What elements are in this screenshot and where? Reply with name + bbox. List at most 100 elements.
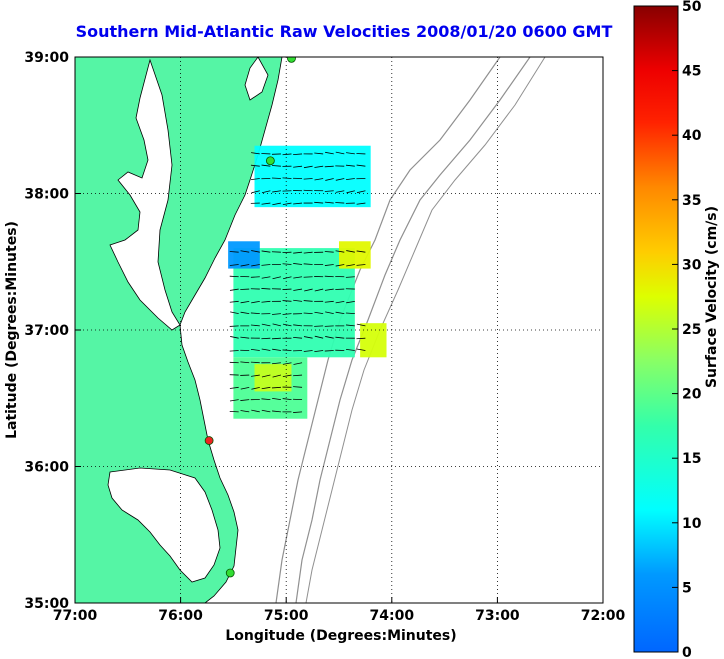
colorbar-tick-label: 10 (682, 516, 702, 532)
grid-lines (75, 57, 603, 603)
vector-arrow (251, 300, 260, 304)
vector-arrow (293, 153, 303, 156)
vector-arrow (335, 250, 345, 253)
x-axis-ticks: 77:00 76:00 75:00 74:00 73:00 72:00 (53, 597, 626, 624)
vector-arrow (250, 348, 260, 351)
vector-arrow (250, 312, 260, 315)
vector-arrow (314, 165, 324, 168)
y-tick-label: 38:00 (24, 187, 69, 203)
vector-arrow (356, 164, 366, 167)
vector-arrow (261, 409, 271, 413)
vector-arrow (356, 190, 366, 194)
vector-arrow (261, 264, 271, 266)
vector-arrow (324, 251, 334, 253)
vector-arrow (251, 374, 260, 377)
delaware-bay (244, 57, 269, 101)
vector-arrow (335, 336, 345, 339)
vector-arrow (324, 300, 334, 303)
vector-arrow (261, 288, 271, 290)
vector-arrow (261, 276, 271, 279)
vector-arrow (346, 300, 355, 304)
vector-arrow (229, 275, 239, 278)
x-tick-label: 76:00 (158, 608, 203, 624)
vector-arrow (346, 250, 355, 253)
vector-arrow (324, 325, 334, 327)
vector-arrow (314, 178, 324, 181)
vector-arrow (335, 178, 345, 181)
vector-arrow (303, 251, 313, 254)
vector-arrow (240, 386, 250, 390)
vector-arrow (324, 264, 334, 266)
vector-arrow (282, 177, 292, 179)
velocity-region-slow_west (228, 241, 260, 269)
vector-arrow (229, 251, 239, 253)
vector-arrow (356, 323, 366, 327)
x-tick-label: 74:00 (370, 608, 415, 624)
vector-arrow (261, 190, 271, 194)
vector-arrow (282, 153, 292, 156)
vector-arrow (293, 336, 303, 339)
vector-arrow (293, 299, 303, 302)
vector-arrow (303, 300, 313, 302)
vector-arrow (314, 350, 324, 352)
vector-arrow (229, 325, 239, 327)
vector-arrow (272, 374, 282, 378)
x-axis-label: Longitude (Degrees:Minutes) (225, 628, 456, 644)
vector-arrow (272, 397, 281, 401)
vector-arrow (303, 263, 313, 265)
x-tick-label: 77:00 (53, 608, 98, 624)
colorbar-tick-label: 45 (682, 64, 701, 80)
vector-arrow (314, 152, 324, 155)
vector-arrow (293, 288, 303, 291)
vector-arrow (282, 398, 292, 401)
radar-site-marker (225, 568, 235, 578)
velocity-field (228, 145, 387, 419)
vector-arrow (272, 348, 281, 351)
vector-arrow (303, 336, 313, 339)
vector-arrow (325, 336, 334, 339)
y-axis-label: Latitude (Degrees:Minutes) (4, 221, 20, 439)
vector-arrow (272, 190, 281, 193)
vector-arrow (282, 263, 292, 265)
vector-arrow (324, 165, 334, 168)
vector-arrow (282, 362, 292, 365)
vector-arrow (303, 312, 313, 315)
vector-arrow (261, 300, 271, 303)
radar-sites (204, 57, 296, 578)
vector-arrow (282, 313, 292, 315)
vector-arrow (271, 386, 281, 389)
vector-arrow (282, 323, 292, 327)
vector-arrow (240, 311, 250, 315)
colorbar-tick-label: 0 (682, 645, 692, 659)
vector-arrow (271, 165, 281, 167)
vector-arrow (356, 348, 366, 351)
vector-arrow (271, 313, 281, 315)
chart-title: Southern Mid-Atlantic Raw Velocities 200… (75, 22, 613, 41)
vector-arrow (229, 300, 239, 303)
vector-arrow (261, 323, 271, 327)
vector-arrow (282, 288, 292, 290)
vector-arrow (324, 190, 334, 192)
vector-arrow (282, 300, 292, 302)
vector-arrow (324, 350, 334, 352)
x-tick-label: 72:00 (581, 608, 626, 624)
vector-arrow (240, 336, 250, 339)
vector-arrow (345, 178, 355, 181)
bathymetry-contour-2 (295, 57, 531, 603)
vector-arrow (304, 288, 313, 292)
vector-arrow (356, 250, 366, 253)
vector-arrow (335, 151, 345, 155)
vector-arrow (250, 178, 260, 181)
vector-arrow (335, 311, 345, 315)
vector-arrow (283, 276, 292, 280)
vector-arrow (293, 411, 303, 413)
colorbar (633, 5, 679, 653)
vector-arrow (324, 288, 334, 291)
vector-arrow (261, 164, 271, 167)
x-tick-label: 73:00 (475, 608, 520, 624)
vector-arrow (324, 275, 334, 278)
vector-arrow (251, 409, 260, 413)
vector-arrow (324, 201, 334, 204)
vector-arrow (250, 164, 260, 167)
vector-arrow (261, 348, 271, 351)
